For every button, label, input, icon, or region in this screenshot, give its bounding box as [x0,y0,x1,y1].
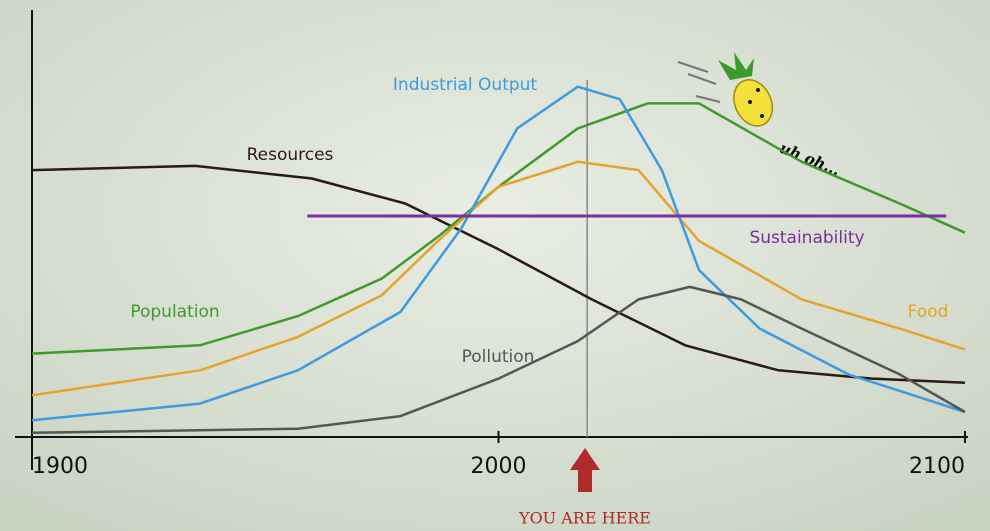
series-line [31,164,966,385]
pineapple [677,52,774,127]
arrow [570,448,600,492]
series-label: Sustainability [749,228,864,248]
x-tick-label: 2100 [909,454,965,479]
x-tick-label: 1900 [32,454,88,479]
annotation: YOU ARE HERE [518,509,651,528]
series-label: Resources [247,145,334,165]
series-line [31,85,966,422]
series-line [31,285,966,435]
x-tick-label: 2000 [471,454,527,479]
series-label: Food [908,302,949,322]
series-label: Population [130,302,219,322]
series-label: Pollution [462,347,535,367]
series-line [31,102,966,355]
series-label: Industrial Output [393,75,538,95]
series-line [31,160,966,397]
